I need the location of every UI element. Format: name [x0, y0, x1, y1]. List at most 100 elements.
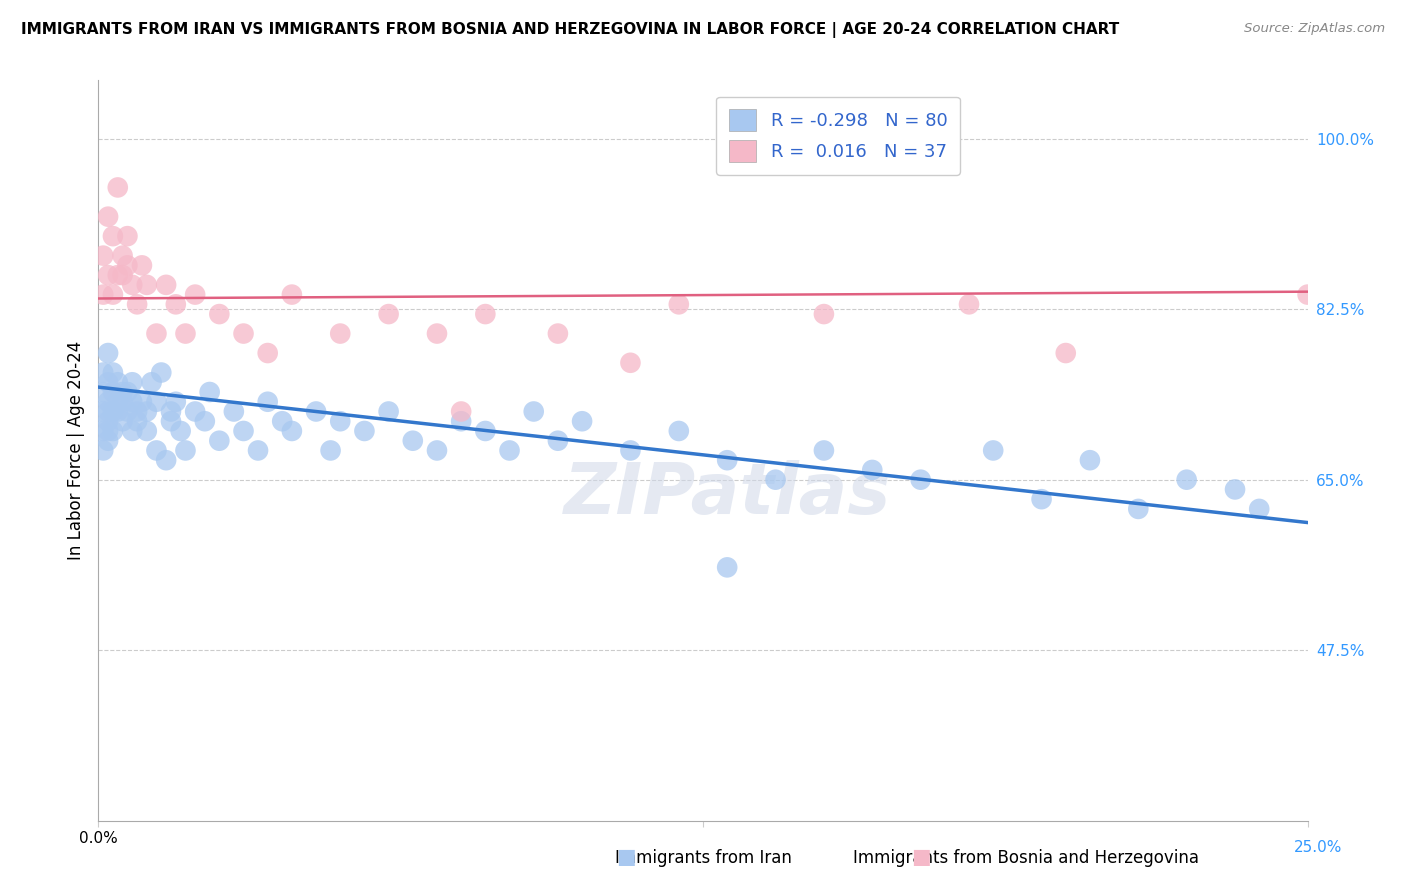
Point	[1296, 287, 1319, 301]
Point	[232, 424, 254, 438]
Point	[127, 404, 149, 418]
Point	[101, 424, 124, 438]
Point	[97, 346, 120, 360]
Point	[668, 297, 690, 311]
Point	[523, 404, 546, 418]
Point	[981, 443, 1004, 458]
Point	[117, 229, 139, 244]
Point	[101, 404, 124, 418]
Point	[145, 443, 167, 458]
Point	[131, 394, 153, 409]
Point	[145, 326, 167, 341]
Point	[160, 404, 183, 418]
Point	[121, 394, 143, 409]
Point	[619, 356, 641, 370]
Point	[765, 473, 787, 487]
Point	[111, 268, 134, 282]
Text: Immigrants from Iran: Immigrants from Iran	[614, 849, 792, 867]
Point	[547, 326, 569, 341]
Point	[1031, 492, 1053, 507]
Point	[1223, 483, 1246, 497]
Point	[91, 384, 114, 399]
Point	[1054, 346, 1077, 360]
Point	[97, 268, 120, 282]
Point	[174, 443, 197, 458]
Text: ■: ■	[616, 847, 636, 867]
Point	[91, 287, 114, 301]
Point	[232, 326, 254, 341]
Point	[107, 394, 129, 409]
Point	[107, 180, 129, 194]
Point	[860, 463, 883, 477]
Point	[426, 326, 449, 341]
Point	[111, 394, 134, 409]
Point	[101, 384, 124, 399]
Text: IMMIGRANTS FROM IRAN VS IMMIGRANTS FROM BOSNIA AND HERZEGOVINA IN LABOR FORCE | : IMMIGRANTS FROM IRAN VS IMMIGRANTS FROM …	[21, 22, 1119, 38]
Point	[1078, 453, 1101, 467]
Point	[668, 424, 690, 438]
Point	[1128, 502, 1150, 516]
Point	[402, 434, 425, 448]
Legend: R = -0.298   N = 80, R =  0.016   N = 37: R = -0.298 N = 80, R = 0.016 N = 37	[717, 96, 960, 175]
Point	[165, 297, 187, 311]
Point	[91, 404, 114, 418]
Point	[174, 326, 197, 341]
Point	[101, 229, 124, 244]
Point	[1249, 502, 1271, 516]
Point	[101, 366, 124, 380]
Point	[813, 307, 835, 321]
Point	[91, 424, 114, 438]
Point	[450, 414, 472, 428]
Point	[97, 404, 120, 418]
Point	[319, 443, 342, 458]
Point	[256, 394, 278, 409]
Point	[208, 434, 231, 448]
Y-axis label: In Labor Force | Age 20-24: In Labor Force | Age 20-24	[66, 341, 84, 560]
Point	[131, 259, 153, 273]
Point	[813, 443, 835, 458]
Point	[111, 414, 134, 428]
Text: ■: ■	[911, 847, 931, 867]
Point	[208, 307, 231, 321]
Point	[145, 394, 167, 409]
Point	[716, 560, 738, 574]
Point	[117, 384, 139, 399]
Point	[377, 404, 399, 418]
Point	[107, 376, 129, 390]
Point	[121, 376, 143, 390]
Point	[165, 394, 187, 409]
Point	[619, 443, 641, 458]
Point	[957, 297, 980, 311]
Point	[97, 414, 120, 428]
Point	[256, 346, 278, 360]
Point	[135, 277, 157, 292]
Point	[571, 414, 593, 428]
Text: Source: ZipAtlas.com: Source: ZipAtlas.com	[1244, 22, 1385, 36]
Point	[910, 473, 932, 487]
Point	[121, 277, 143, 292]
Point	[271, 414, 294, 428]
Point	[117, 404, 139, 418]
Point	[97, 394, 120, 409]
Point	[107, 404, 129, 418]
Point	[329, 414, 352, 428]
Point	[107, 268, 129, 282]
Point	[716, 453, 738, 467]
Point	[377, 307, 399, 321]
Point	[127, 414, 149, 428]
Point	[281, 287, 304, 301]
Point	[97, 376, 120, 390]
Point	[426, 443, 449, 458]
Point	[150, 366, 173, 380]
Point	[353, 424, 375, 438]
Point	[127, 297, 149, 311]
Text: 25.0%: 25.0%	[1295, 839, 1343, 855]
Point	[194, 414, 217, 428]
Point	[111, 384, 134, 399]
Text: ZIPatlas: ZIPatlas	[564, 460, 891, 529]
Point	[135, 424, 157, 438]
Point	[155, 277, 177, 292]
Point	[184, 287, 207, 301]
Point	[305, 404, 328, 418]
Text: Immigrants from Bosnia and Herzegovina: Immigrants from Bosnia and Herzegovina	[853, 849, 1199, 867]
